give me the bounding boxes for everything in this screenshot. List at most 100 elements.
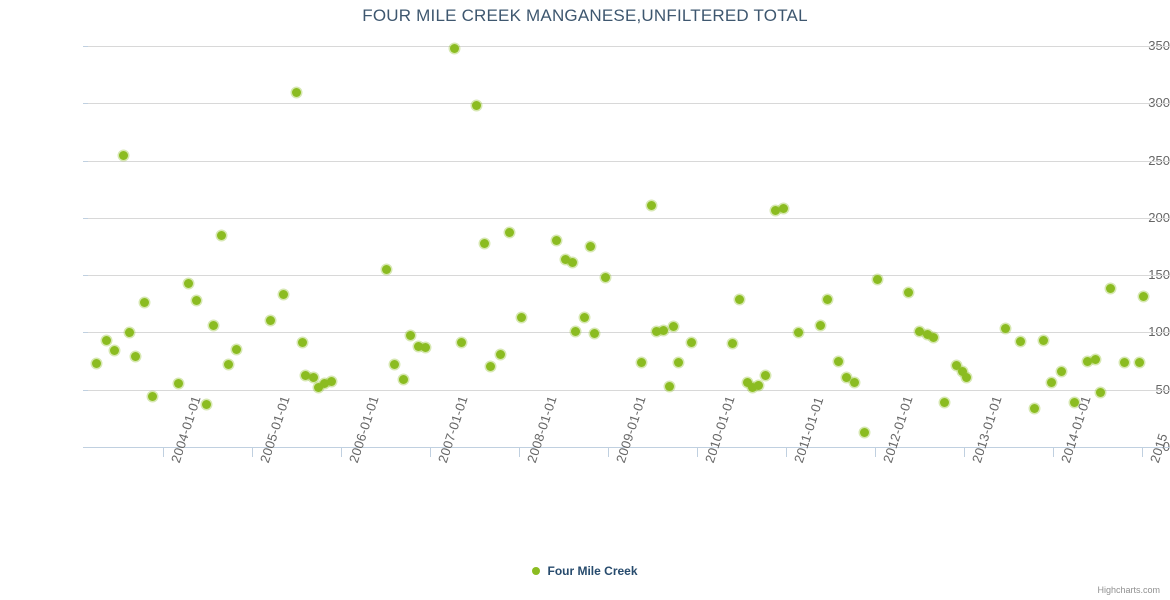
- data-point[interactable]: [961, 372, 971, 382]
- data-point[interactable]: [560, 254, 570, 264]
- data-point[interactable]: [420, 342, 430, 352]
- data-point[interactable]: [456, 338, 466, 348]
- data-point[interactable]: [495, 349, 505, 359]
- data-point[interactable]: [822, 294, 832, 304]
- data-point[interactable]: [201, 400, 211, 410]
- data-point[interactable]: [753, 380, 763, 390]
- data-point[interactable]: [567, 258, 577, 268]
- data-point[interactable]: [381, 264, 391, 274]
- data-point[interactable]: [922, 330, 932, 340]
- data-point[interactable]: [118, 151, 128, 161]
- data-point[interactable]: [778, 204, 788, 214]
- data-point[interactable]: [139, 298, 149, 308]
- data-point[interactable]: [636, 357, 646, 367]
- data-point[interactable]: [479, 238, 489, 248]
- data-point[interactable]: [1134, 357, 1144, 367]
- data-point[interactable]: [833, 356, 843, 366]
- data-point[interactable]: [793, 327, 803, 337]
- data-point[interactable]: [957, 366, 967, 376]
- data-point[interactable]: [727, 339, 737, 349]
- data-point[interactable]: [589, 329, 599, 339]
- data-point[interactable]: [1095, 387, 1105, 397]
- legend-item-four-mile-creek[interactable]: Four Mile Creek: [532, 563, 638, 578]
- data-point[interactable]: [1038, 335, 1048, 345]
- data-point[interactable]: [471, 101, 481, 111]
- data-point[interactable]: [504, 228, 514, 238]
- data-point[interactable]: [646, 200, 656, 210]
- y-axis-tick-label: 300: [1148, 95, 1170, 111]
- data-point[interactable]: [109, 346, 119, 356]
- data-point[interactable]: [308, 372, 318, 382]
- data-point[interactable]: [265, 316, 275, 326]
- data-point[interactable]: [951, 361, 961, 371]
- x-axis-tick-mark: [875, 448, 876, 457]
- data-point[interactable]: [815, 321, 825, 331]
- data-point[interactable]: [485, 362, 495, 372]
- data-point[interactable]: [1105, 284, 1115, 294]
- data-point[interactable]: [849, 378, 859, 388]
- data-point[interactable]: [291, 88, 301, 98]
- y-axis-tick-label: 350: [1148, 38, 1170, 53]
- data-point[interactable]: [747, 382, 757, 392]
- data-point[interactable]: [651, 326, 661, 336]
- data-point[interactable]: [223, 360, 233, 369]
- data-point[interactable]: [173, 379, 183, 389]
- data-point[interactable]: [939, 397, 949, 407]
- data-point[interactable]: [859, 427, 869, 437]
- data-point[interactable]: [91, 358, 101, 368]
- data-point[interactable]: [208, 321, 218, 331]
- data-point[interactable]: [551, 236, 561, 246]
- data-point[interactable]: [130, 351, 140, 361]
- data-point[interactable]: [668, 322, 678, 332]
- data-point[interactable]: [928, 332, 938, 342]
- data-point[interactable]: [300, 371, 310, 381]
- data-point[interactable]: [903, 287, 913, 297]
- data-point[interactable]: [872, 275, 882, 285]
- data-point[interactable]: [319, 379, 329, 389]
- data-point[interactable]: [658, 325, 668, 335]
- data-point[interactable]: [405, 331, 415, 341]
- data-point[interactable]: [673, 357, 683, 367]
- data-point[interactable]: [664, 381, 674, 391]
- data-point[interactable]: [516, 313, 526, 323]
- data-point[interactable]: [1069, 397, 1079, 407]
- data-point[interactable]: [326, 377, 336, 387]
- data-point[interactable]: [124, 327, 134, 337]
- data-point[interactable]: [1015, 337, 1025, 347]
- data-point[interactable]: [686, 338, 696, 348]
- data-point[interactable]: [147, 392, 157, 402]
- data-point[interactable]: [449, 43, 459, 53]
- data-point[interactable]: [1119, 357, 1129, 367]
- data-point[interactable]: [841, 372, 851, 382]
- data-point[interactable]: [914, 326, 924, 336]
- y-axis-tick-mark: [83, 275, 88, 277]
- data-point[interactable]: [216, 230, 226, 240]
- data-point[interactable]: [742, 378, 752, 388]
- data-point[interactable]: [585, 242, 595, 251]
- y-axis-tick-label: 100: [1148, 324, 1170, 340]
- data-point[interactable]: [1082, 356, 1092, 366]
- data-point[interactable]: [389, 360, 399, 369]
- data-point[interactable]: [191, 295, 201, 305]
- data-point[interactable]: [600, 272, 610, 282]
- highcharts-credits[interactable]: Highcharts.com: [1097, 585, 1160, 595]
- data-point[interactable]: [770, 206, 780, 216]
- data-point[interactable]: [1000, 324, 1010, 334]
- data-point[interactable]: [278, 290, 288, 300]
- data-point[interactable]: [183, 278, 193, 288]
- data-point[interactable]: [734, 294, 744, 304]
- data-point[interactable]: [398, 374, 408, 384]
- data-point[interactable]: [1138, 292, 1148, 302]
- data-point[interactable]: [297, 338, 307, 348]
- data-point[interactable]: [579, 313, 589, 323]
- data-point[interactable]: [760, 371, 770, 381]
- data-point[interactable]: [413, 341, 423, 351]
- data-point[interactable]: [1090, 355, 1100, 365]
- data-point[interactable]: [231, 345, 241, 355]
- data-point[interactable]: [313, 382, 323, 392]
- data-point[interactable]: [570, 326, 580, 336]
- data-point[interactable]: [101, 335, 111, 345]
- data-point[interactable]: [1046, 378, 1056, 388]
- data-point[interactable]: [1029, 403, 1039, 413]
- data-point[interactable]: [1056, 366, 1066, 376]
